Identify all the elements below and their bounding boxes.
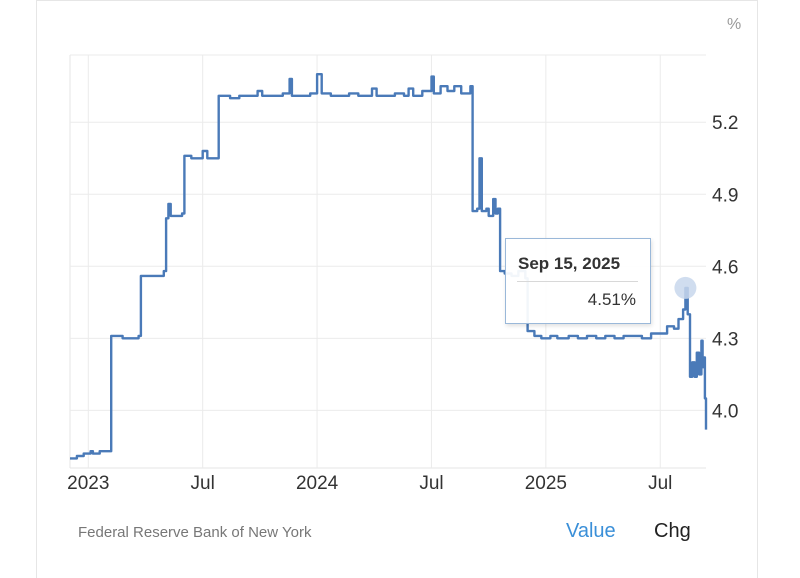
y-tick-label: 4.9	[712, 185, 738, 206]
y-tick-label: 4.6	[712, 257, 738, 278]
tooltip: Sep 15, 2025 4.51%	[505, 238, 651, 324]
x-tick-label: 2023	[67, 473, 109, 494]
chart-panel	[36, 0, 758, 578]
x-tick-label: 2025	[525, 473, 567, 494]
y-axis: 4.0 4.3 4.6 4.9 5.2	[712, 113, 738, 422]
source-label: Federal Reserve Bank of New York	[78, 524, 312, 541]
x-tick-label: Jul	[648, 473, 672, 494]
y-tick-label: 5.2	[712, 113, 738, 134]
x-axis: 2023 Jul 2024 Jul 2025 Jul	[67, 473, 672, 494]
tooltip-divider	[517, 281, 638, 282]
x-tick-label: 2024	[296, 473, 339, 494]
unit-label: %	[727, 16, 742, 33]
highlight-marker	[674, 276, 697, 299]
y-tick-label: 4.0	[712, 401, 738, 422]
grid	[69, 54, 706, 469]
y-tick-label: 4.3	[712, 329, 738, 350]
x-tick-label: Jul	[419, 473, 443, 494]
value-button[interactable]: Value	[566, 520, 616, 542]
chg-button[interactable]: Chg	[654, 520, 691, 542]
x-tick-label: Jul	[191, 473, 215, 494]
tooltip-date: Sep 15, 2025	[518, 254, 621, 273]
tooltip-value: 4.51%	[587, 290, 636, 309]
series-line	[70, 73, 708, 460]
